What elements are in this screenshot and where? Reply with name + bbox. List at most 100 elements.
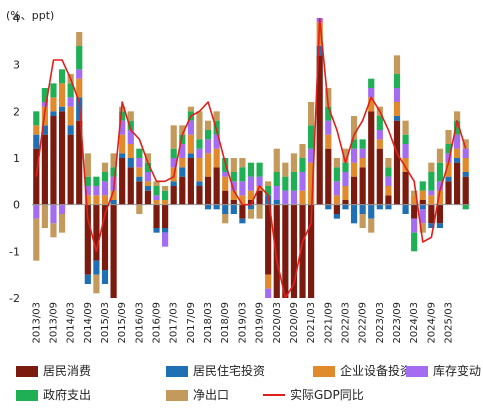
bar-segment [136, 181, 143, 205]
x-tick-label: 2015/09 [117, 302, 128, 344]
bar-segment [50, 97, 57, 112]
bar-segment [265, 204, 272, 275]
bar-segment [170, 158, 177, 168]
bar-segment [33, 218, 40, 261]
bar-segment [376, 139, 383, 149]
bar-segment [436, 223, 444, 228]
bar-segment [350, 139, 358, 149]
bar-segment [213, 134, 220, 149]
x-axis: 2013/03 2013/09 2014/03 2014/09 2015/03 2015/… [31, 302, 454, 344]
bar-segment [196, 186, 203, 205]
bar-segment [411, 232, 418, 252]
unit-label: (%、ppt) [6, 9, 54, 22]
y-axis: -2 -1 0 1 2 3 4 [9, 12, 20, 305]
x-tick-label: 2021/09 [323, 302, 334, 344]
bar-segment [136, 167, 143, 177]
bar-segment [144, 190, 152, 205]
bar-segment [428, 190, 435, 196]
bar-segment [445, 144, 452, 154]
bar-segment [342, 186, 349, 200]
bar-segment [359, 167, 366, 205]
bar-segment [162, 204, 169, 228]
bar-segment [385, 158, 392, 168]
bar-segment [299, 190, 306, 205]
bar-segment [187, 106, 194, 112]
bar-segment [393, 116, 401, 121]
bar-segment [153, 186, 160, 196]
bar-segment [144, 181, 152, 186]
bar-segment [333, 167, 340, 182]
bar-segment [359, 148, 366, 158]
bar-segment [179, 158, 186, 168]
bar-segment [58, 214, 66, 233]
bar-segment [333, 204, 340, 214]
bar-segment [454, 120, 461, 135]
bar-segment [213, 167, 220, 205]
bar-segment [256, 190, 263, 205]
bar-segment [196, 139, 203, 149]
bar-segment [50, 223, 57, 238]
bar-segment [170, 186, 177, 205]
bar-segment [84, 186, 91, 196]
bar-segment [445, 162, 452, 177]
x-tick-label: 2015/03 [100, 302, 111, 344]
x-tick-label: 2017/09 [186, 302, 197, 344]
bar-segment [436, 162, 444, 182]
bar-segment [204, 130, 212, 140]
bar-segment [359, 139, 366, 149]
bar-segment [419, 190, 426, 200]
gdp-line-layer [35, 18, 467, 298]
bar-segment [230, 181, 237, 191]
bar-segment [256, 176, 263, 186]
x-tick-label: 2018/03 [203, 302, 214, 344]
bar-segment [196, 181, 203, 186]
bar-segment [445, 176, 452, 182]
bar-segment [67, 106, 74, 126]
bar-segment [402, 158, 409, 172]
bar-segment [239, 204, 246, 219]
bar-segment [462, 158, 469, 172]
bar-segment [222, 190, 229, 205]
y-tick-label: 3 [13, 59, 20, 72]
bar-segment [428, 172, 435, 191]
bar-segment [162, 190, 169, 200]
bar-segment [170, 181, 177, 186]
bar-segment [419, 223, 426, 233]
bar-segment [213, 204, 220, 210]
bar-segment [144, 186, 152, 191]
bar-segment [41, 88, 48, 102]
bar-segment [93, 204, 100, 261]
legend-label: 实际GDP同比 [290, 387, 364, 402]
bar-segment [454, 162, 461, 205]
bar-segment [282, 162, 289, 177]
legend-label: 居民消费 [43, 364, 91, 378]
bar-segment [119, 111, 126, 121]
bar-segment [325, 148, 332, 205]
bar-segment [299, 144, 306, 158]
bar-segment [325, 204, 332, 210]
bar-segment [325, 88, 332, 107]
bar-segment [376, 204, 383, 210]
bar-segment [84, 153, 91, 177]
bar-segment [368, 111, 375, 205]
bar-segment [93, 260, 100, 275]
bar-segment [385, 176, 392, 186]
bar-segment [436, 148, 444, 163]
bar-segment [110, 204, 117, 298]
bar-segment [333, 214, 340, 219]
bar-segment [282, 176, 289, 191]
legend-label: 库存变动 [433, 363, 481, 378]
bar-segment [350, 148, 358, 163]
bars-layer [33, 18, 469, 298]
bar-segment [239, 181, 246, 196]
bar-segment [462, 176, 469, 205]
x-tick-label: 2016/03 [134, 302, 145, 344]
bar-segment [350, 204, 358, 224]
bar-segment [187, 158, 194, 205]
bar-segment [101, 195, 109, 205]
bar-segment [179, 167, 186, 177]
bar-segment [213, 111, 220, 121]
bar-segment [308, 148, 315, 163]
bar-segment [393, 102, 401, 116]
